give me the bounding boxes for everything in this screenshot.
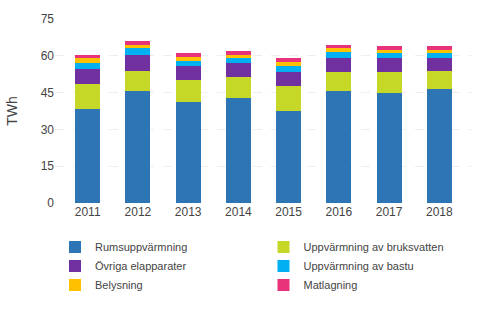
svg-text:TWh: TWh [4, 96, 20, 126]
svg-text:30: 30 [41, 123, 55, 137]
svg-text:2017: 2017 [376, 205, 403, 219]
svg-text:Matlagning: Matlagning [304, 279, 358, 291]
svg-text:Uppvärmning av bruksvatten: Uppvärmning av bruksvatten [304, 241, 444, 253]
svg-text:2012: 2012 [125, 205, 152, 219]
svg-text:2018: 2018 [426, 205, 453, 219]
svg-text:Uppvärmning av bastu: Uppvärmning av bastu [304, 260, 414, 272]
svg-text:60: 60 [41, 49, 55, 63]
svg-text:Belysning: Belysning [95, 279, 143, 291]
svg-text:2013: 2013 [175, 205, 202, 219]
svg-text:2011: 2011 [75, 205, 101, 219]
svg-text:45: 45 [41, 86, 55, 100]
svg-text:Övriga elapparater: Övriga elapparater [95, 260, 186, 272]
svg-text:75: 75 [41, 12, 55, 26]
svg-text:0: 0 [47, 196, 54, 210]
svg-text:2015: 2015 [275, 205, 302, 219]
svg-text:2016: 2016 [326, 205, 353, 219]
svg-text:Rumsuppvärmning: Rumsuppvärmning [95, 241, 187, 253]
svg-text:2014: 2014 [225, 205, 252, 219]
svg-text:15: 15 [41, 159, 55, 173]
